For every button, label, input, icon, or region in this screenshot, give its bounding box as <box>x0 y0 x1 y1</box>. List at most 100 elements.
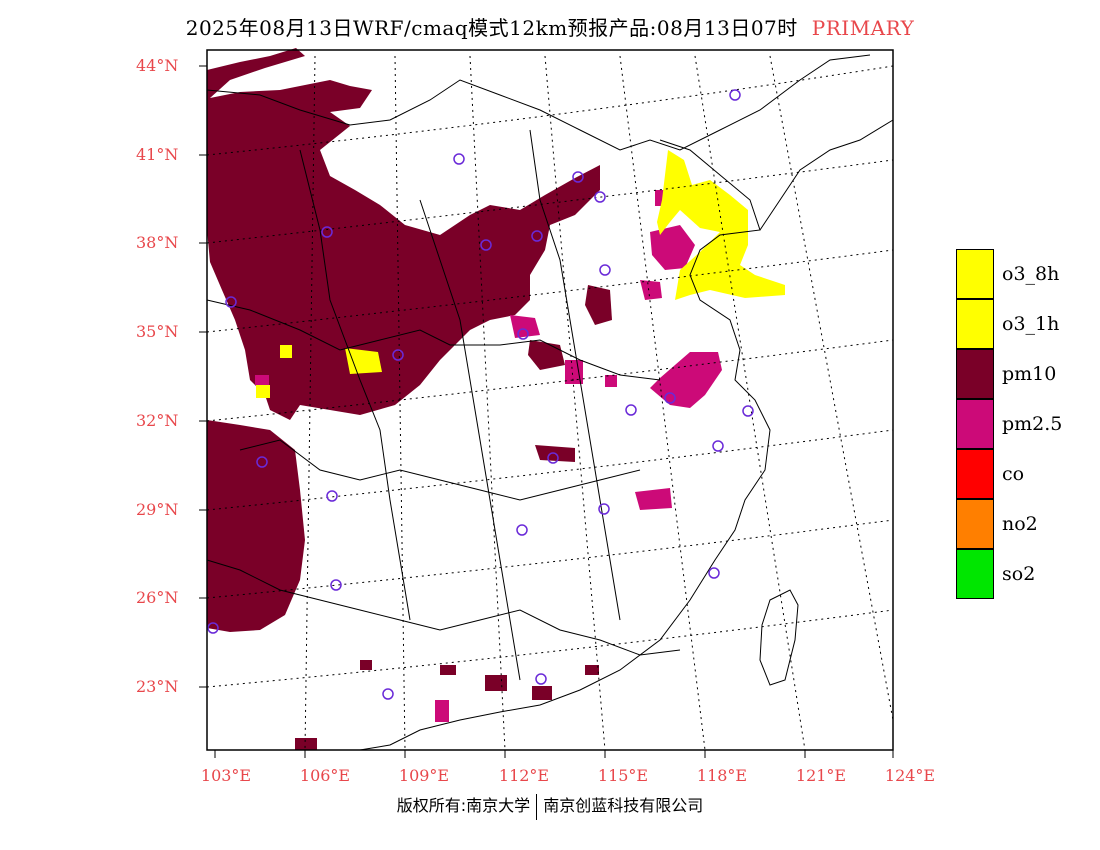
lon-label-118: 118°E <box>696 766 748 785</box>
legend-swatch <box>956 499 994 549</box>
pm25-dot-1 <box>435 700 449 722</box>
footer-divider <box>536 793 538 820</box>
legend-label: pm2.5 <box>1002 413 1063 435</box>
boundary-inner-3 <box>206 559 681 656</box>
legend-label: so2 <box>1002 563 1036 585</box>
lon-label-115: 115°E <box>597 766 649 785</box>
pm25-henan <box>510 315 540 338</box>
boundary-inner-5 <box>529 129 621 621</box>
lon-line-112 <box>469 55 506 751</box>
lat-label-44: 44°N <box>136 56 179 75</box>
legend-swatch <box>956 349 994 399</box>
pm10-central-patch <box>528 340 565 370</box>
axis-ticks <box>199 65 894 758</box>
boundary-inner-1 <box>206 299 661 381</box>
city-marker <box>535 673 547 685</box>
legend-swatch <box>956 549 994 599</box>
lon-line-109 <box>394 55 406 751</box>
city-marker <box>207 622 219 634</box>
pm10-east-patch <box>585 285 612 325</box>
map-title: 2025年08月13日WRF/cmaq模式12km预报产品:08月13日07时 P… <box>0 12 1100 41</box>
lon-label-121: 121°E <box>795 766 847 785</box>
lat-label-23: 23°N <box>136 677 179 696</box>
lat-label-35: 35°N <box>136 322 179 341</box>
city-marker <box>729 89 741 101</box>
lat-label-38: 38°N <box>136 233 179 252</box>
coastline <box>359 139 771 751</box>
lon-line-115 <box>544 55 606 751</box>
lon-label-103: 103°E <box>200 766 252 785</box>
boundary-north <box>206 54 871 151</box>
map-frame <box>206 49 894 751</box>
o3-small-2 <box>256 385 270 398</box>
o3-sichuan <box>345 348 382 374</box>
city-marker <box>572 171 584 183</box>
city-marker <box>321 226 333 238</box>
city-marker <box>516 524 528 536</box>
pm10-south-3 <box>532 686 552 700</box>
lon-label-124: 124°E <box>884 766 936 785</box>
city-marker <box>664 392 676 404</box>
o3-small-1 <box>280 345 292 358</box>
taiwan <box>759 589 799 686</box>
province-boundaries <box>206 54 894 751</box>
city-marker <box>392 349 404 361</box>
lon-line-121 <box>694 55 806 751</box>
lat-line-41 <box>206 65 894 156</box>
city-marker <box>517 328 529 340</box>
city-marker <box>225 296 237 308</box>
city-marker <box>598 503 610 515</box>
lat-label-29: 29°N <box>136 500 179 519</box>
lat-line-32 <box>206 339 894 422</box>
lat-line-23 <box>206 609 894 688</box>
lon-line-106 <box>304 55 316 751</box>
o3-areas <box>256 150 785 398</box>
city-marker <box>599 264 611 276</box>
city-marker <box>326 490 338 502</box>
city-marker <box>531 230 543 242</box>
city-marker <box>594 191 606 203</box>
lon-label-109: 109°E <box>398 766 450 785</box>
pm25-areas <box>255 190 722 722</box>
lat-label-26: 26°N <box>136 588 179 607</box>
legend-label: no2 <box>1002 513 1038 535</box>
legend-swatch <box>956 399 994 449</box>
lat-line-29 <box>206 429 894 511</box>
city-marker <box>712 440 724 452</box>
pm10-south-4 <box>295 738 317 750</box>
pm25-shandong-w <box>640 280 662 300</box>
lat-label-41: 41°N <box>136 145 179 164</box>
boundary-inner-2 <box>239 439 641 501</box>
city-marker <box>742 405 754 417</box>
copyright-left: 版权所有:南京大学 <box>396 796 531 815</box>
pm10-north-band <box>207 48 600 420</box>
pm25-anhui <box>650 352 722 408</box>
city-marker <box>547 452 559 464</box>
boundary-inner-4 <box>419 199 521 681</box>
city-marker <box>382 688 394 700</box>
pm25-dot-3 <box>605 375 617 387</box>
lon-label-106: 106°E <box>299 766 351 785</box>
city-marker <box>625 404 637 416</box>
coastline-ne <box>759 119 894 231</box>
legend-label: co <box>1002 463 1025 485</box>
lat-line-26 <box>206 519 894 599</box>
city-marker <box>480 239 492 251</box>
city-marker <box>453 153 465 165</box>
copyright-right: 南京创蓝科技有限公司 <box>543 796 704 815</box>
city-marker <box>256 456 268 468</box>
pm25-bohai <box>650 225 695 270</box>
legend-swatch <box>956 449 994 499</box>
lon-line-118 <box>619 55 706 751</box>
pm10-south-1 <box>440 665 456 675</box>
city-markers <box>207 89 754 700</box>
pm10-south-2 <box>485 675 507 691</box>
title-text: 2025年08月13日WRF/cmaq模式12km预报产品:08月13日07时 <box>185 16 798 40</box>
pm25-dot-2 <box>565 360 583 384</box>
pm10-southwest <box>207 420 305 632</box>
city-marker <box>330 579 342 591</box>
pm25-jiangxi <box>635 488 672 510</box>
copyright-footer: 版权所有:南京大学 南京创蓝科技有限公司 <box>0 792 1100 820</box>
lon-label-112: 112°E <box>498 766 550 785</box>
